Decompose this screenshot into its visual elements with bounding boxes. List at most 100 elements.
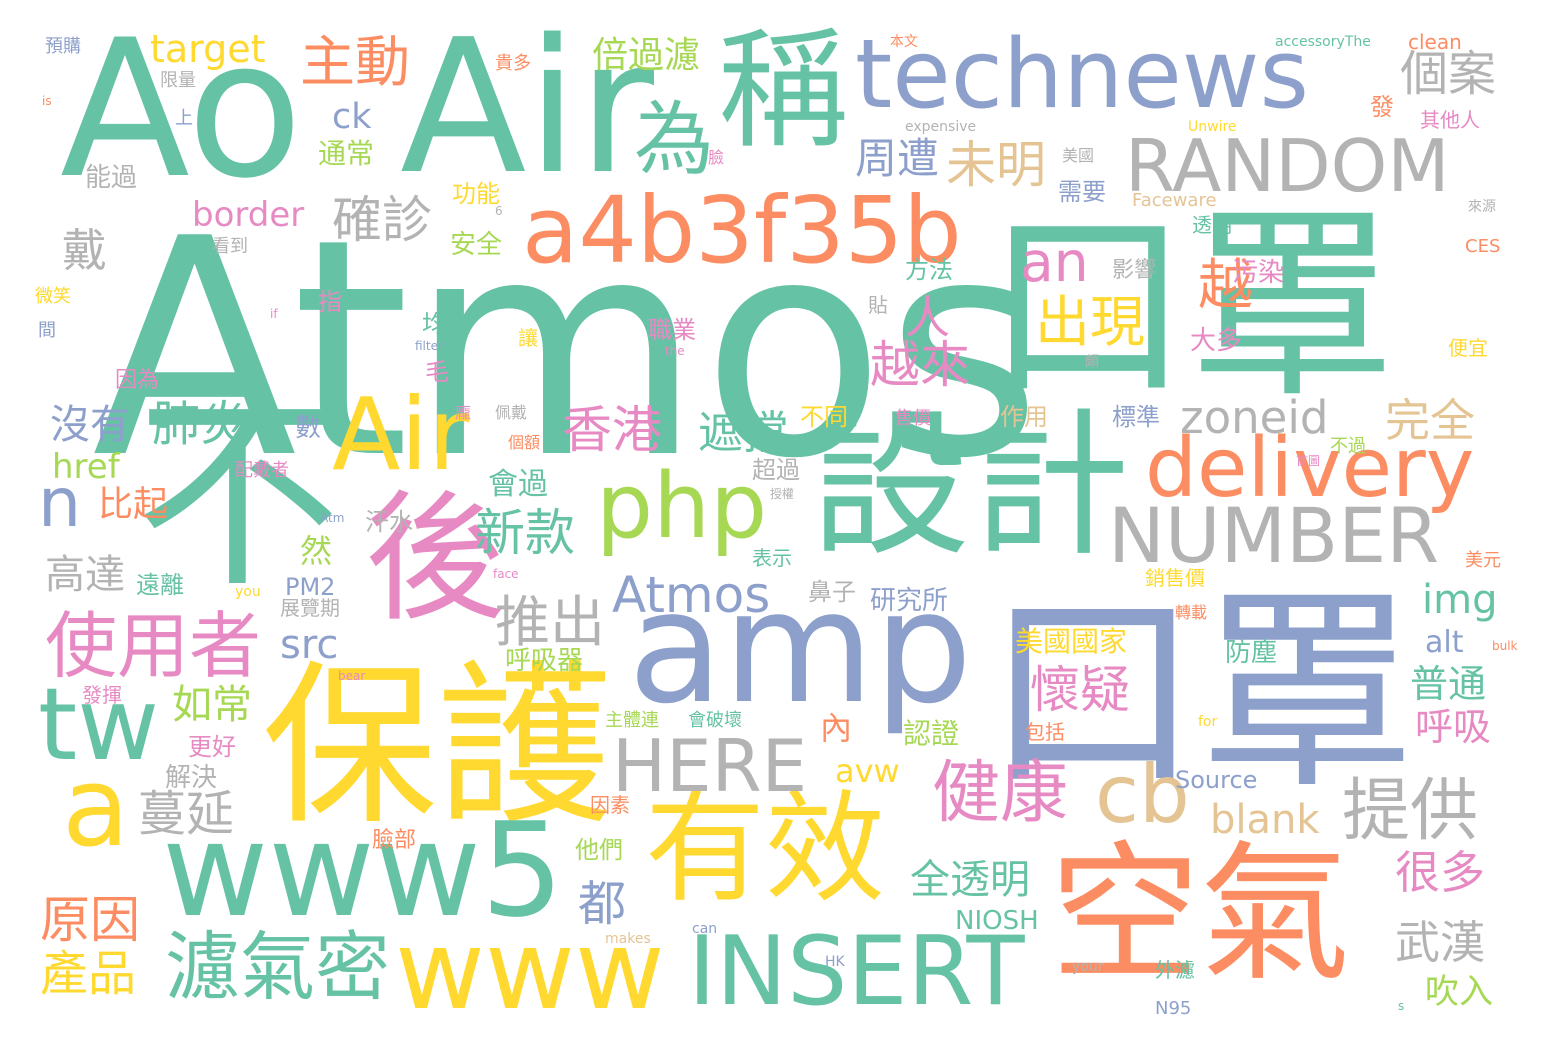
word-xiaoshoujia: 銷售價	[1145, 566, 1205, 590]
word-chuiru: 吹入	[1425, 972, 1493, 1012]
word-fa: 發	[1370, 93, 1394, 121]
word-accessory: accessoryThe	[1275, 34, 1371, 50]
word-xianliang: 限量	[160, 70, 196, 91]
word-weixiao: 微笑	[35, 286, 71, 307]
word-n: n	[38, 464, 82, 543]
word-yinwei: 因為	[115, 368, 160, 393]
word-jian: 間	[38, 320, 56, 341]
word-xianggang: 香港	[562, 401, 662, 459]
word-zhanlanqi: 展覽期	[280, 596, 340, 620]
word-baohu: 保護	[262, 646, 612, 849]
word-for: for	[1198, 714, 1218, 730]
word-biaozhun: 標準	[1112, 403, 1160, 431]
word-www5: www5	[162, 794, 564, 946]
word-zhouzao: 周遭	[855, 134, 940, 183]
word-jiankang: 健康	[932, 754, 1069, 833]
word-sheji: 設計	[810, 391, 1131, 578]
word-qitaren: 其他人	[1420, 108, 1480, 132]
word-kongqi: 空氣	[1050, 828, 1351, 1002]
word-meiyuan: 美元	[1465, 550, 1501, 571]
word-avw: avw	[835, 752, 900, 790]
word-guiduo: 貴多	[495, 53, 531, 74]
word-kouzhao-1: 口罩	[985, 188, 1395, 426]
word-feiyan: 肺炎	[152, 396, 249, 452]
word-source: Source	[1175, 766, 1258, 794]
word-clean: clean	[1408, 30, 1462, 54]
word-wanquan: 完全	[1385, 394, 1476, 447]
word-yanjiusuo: 研究所	[870, 586, 949, 616]
word-s: s	[1398, 999, 1405, 1013]
word-cb: cb	[1095, 748, 1190, 841]
word-daduo: 大多	[1190, 326, 1243, 356]
word-shu: 數	[295, 413, 322, 443]
word-ruchang: 如常	[172, 682, 252, 728]
word-if: if	[270, 307, 278, 321]
word-zoneid: zoneid	[1180, 391, 1329, 444]
word-tamen: 他們	[575, 836, 623, 864]
word-wuhan: 武漢	[1395, 916, 1486, 969]
word-pm2: PM2	[285, 573, 336, 601]
word-the: the	[665, 344, 685, 358]
word-benwen: 本文	[890, 34, 918, 50]
word-jun: 均	[422, 310, 446, 338]
word-youxiao: 有效	[645, 780, 885, 919]
word-peidaizhe: 配戴者	[235, 460, 289, 481]
word-weiming: 未明	[946, 136, 1046, 194]
word-six: 6	[495, 204, 503, 218]
word-hou: 後	[365, 478, 506, 641]
word-delivery: delivery	[1145, 421, 1475, 516]
word-a4b3f35b: a4b3f35b	[522, 177, 962, 284]
word-bici: 比起	[98, 485, 169, 525]
word-buguo: 不過	[1330, 436, 1366, 457]
word-here: HERE	[612, 724, 808, 808]
word-yugou: 預購	[45, 36, 81, 57]
word-can: can	[692, 921, 718, 937]
word-anquan: 安全	[450, 230, 503, 260]
word-waiguolv: 外濾	[1155, 958, 1195, 982]
word-beiguolv: 倍過濾	[592, 35, 701, 76]
word-face: face	[493, 567, 519, 581]
word-huxiqi: 呼吸器	[505, 646, 584, 676]
word-touming: 透明	[1192, 213, 1232, 237]
word-laiyuan: 來源	[1468, 199, 1496, 215]
word-tw: tw	[38, 666, 159, 783]
word-renzheng: 認證	[903, 717, 960, 750]
word-ren: 人	[905, 291, 951, 344]
word-filter: filter	[415, 339, 443, 353]
word-tuichu: 推出	[495, 590, 606, 654]
word-technews: technews	[855, 20, 1309, 130]
word-pa: 頗	[1085, 354, 1099, 370]
word-baokuo: 包括	[1025, 720, 1065, 744]
word-yuanyin: 原因	[40, 891, 140, 949]
word-gengao: 更好	[188, 733, 236, 761]
word-chuxian: 出現	[1035, 290, 1146, 354]
word-border: border	[192, 195, 305, 235]
word-blank: blank	[1210, 797, 1320, 843]
word-yingxiang: 影響	[1112, 258, 1157, 283]
word-ces: CES	[1465, 236, 1501, 257]
word-dou: 都	[578, 876, 627, 932]
word-huiguo: 會過	[488, 467, 548, 502]
word-atmos-mid: Atmos	[612, 566, 771, 624]
word-yuanli: 遠離	[136, 571, 184, 599]
word-xinkuan: 新款	[475, 504, 575, 562]
word-gee: 個額	[508, 433, 541, 452]
word-kandao: 看到	[212, 236, 248, 257]
word-nengguo: 能過	[85, 163, 138, 193]
word-pang: 龐	[455, 403, 472, 422]
word-henduo: 很多	[1395, 846, 1486, 899]
word-huipohuai: 會破壞	[688, 710, 742, 731]
word-air-1: Air	[400, 0, 655, 215]
word-gean: 個案	[1400, 46, 1497, 102]
word-cheng: 稱	[718, 14, 849, 166]
word-zhi: 指	[318, 288, 342, 316]
word-zhiye: 職業	[648, 316, 696, 344]
word-a: a	[62, 743, 130, 871]
word-www: www	[395, 906, 665, 1034]
word-dai: 戴	[62, 224, 108, 277]
word-faceware: Faceware	[1132, 190, 1217, 211]
word-kouzhao-2: 口罩	[985, 567, 1415, 818]
word-tigong: 提供	[1342, 772, 1479, 851]
word-ck: ck	[332, 97, 372, 137]
